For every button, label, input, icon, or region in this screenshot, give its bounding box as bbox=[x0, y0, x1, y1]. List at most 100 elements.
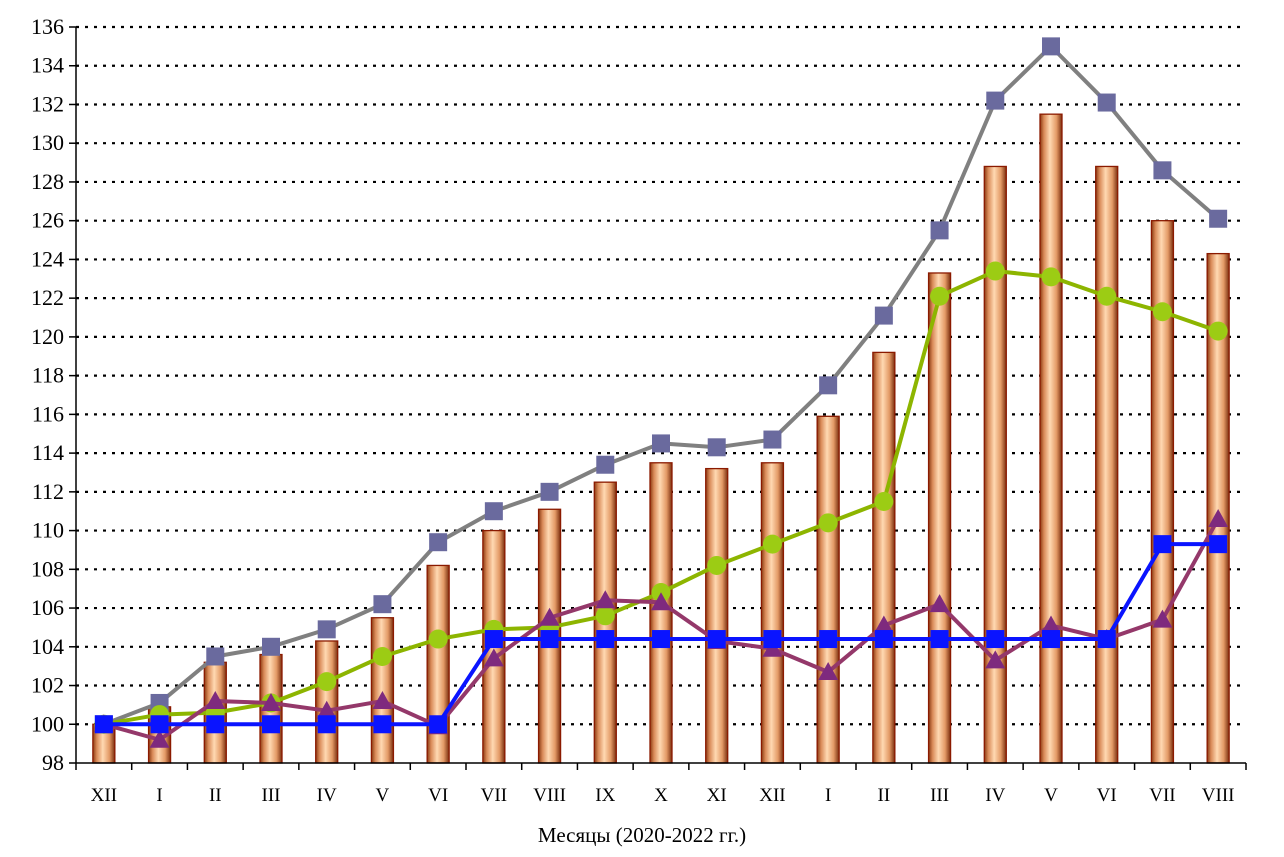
y-tick-label: 120 bbox=[31, 324, 64, 349]
x-tick-label: IV bbox=[985, 785, 1005, 806]
data-point bbox=[540, 482, 559, 501]
data-point bbox=[484, 630, 503, 649]
x-tick-label: XII bbox=[91, 785, 117, 806]
data-point bbox=[206, 647, 225, 666]
y-tick-label: 130 bbox=[31, 130, 64, 155]
data-point bbox=[262, 715, 280, 734]
data-point bbox=[930, 630, 949, 649]
y-tick-label: 136 bbox=[31, 14, 64, 39]
axes bbox=[69, 26, 1247, 770]
data-point bbox=[1097, 286, 1117, 306]
data-point bbox=[652, 630, 670, 649]
x-tick-label: III bbox=[930, 785, 949, 806]
x-tick-label: I bbox=[825, 785, 831, 806]
data-point bbox=[873, 615, 894, 634]
bar bbox=[1150, 220, 1175, 764]
x-tick-label: II bbox=[209, 785, 222, 806]
y-tick-label: 124 bbox=[31, 246, 64, 271]
data-point bbox=[1153, 535, 1172, 554]
data-point bbox=[540, 630, 559, 649]
data-point bbox=[652, 434, 670, 453]
bar bbox=[649, 462, 673, 764]
y-tick-label: 100 bbox=[31, 711, 64, 736]
x-tick-label: VIII bbox=[533, 785, 566, 806]
data-point bbox=[763, 630, 782, 649]
data-point bbox=[596, 455, 615, 474]
data-point bbox=[1042, 630, 1060, 649]
line-series bbox=[93, 37, 1229, 748]
y-tick-label: 110 bbox=[32, 518, 64, 543]
data-point bbox=[763, 430, 782, 449]
y-tick-label: 134 bbox=[31, 53, 64, 78]
data-point bbox=[372, 691, 393, 710]
x-tick-label: XII bbox=[759, 785, 785, 806]
bar bbox=[927, 272, 952, 764]
x-axis-title: Месяцы (2020-2022 гг.) bbox=[537, 823, 747, 847]
data-point bbox=[484, 502, 503, 521]
data-point bbox=[595, 590, 616, 609]
data-point bbox=[874, 630, 893, 649]
y-tick-label: 122 bbox=[31, 285, 64, 310]
data-point bbox=[539, 607, 560, 626]
data-point bbox=[1153, 161, 1172, 180]
y-tick-label: 112 bbox=[32, 479, 64, 504]
bar bbox=[760, 462, 785, 764]
data-point bbox=[1152, 609, 1173, 628]
x-tick-labels: XII I II III IV V VI VII VIII IX X XI XII I II III IV V VI… bbox=[91, 785, 1235, 806]
data-point bbox=[1209, 535, 1228, 554]
data-point bbox=[206, 715, 225, 734]
y-tick-label: 128 bbox=[31, 169, 64, 194]
data-point bbox=[205, 691, 226, 710]
x-tick-label: V bbox=[1044, 785, 1058, 806]
data-point bbox=[1041, 615, 1061, 634]
data-point bbox=[1209, 209, 1228, 228]
data-point bbox=[651, 592, 671, 611]
data-point bbox=[818, 513, 838, 533]
x-tick-label: IX bbox=[595, 785, 615, 806]
data-point bbox=[372, 646, 392, 666]
data-point bbox=[707, 630, 726, 649]
data-point bbox=[819, 630, 838, 649]
data-point bbox=[317, 715, 336, 734]
data-point bbox=[874, 306, 893, 325]
line-series-3 bbox=[94, 535, 1228, 734]
line-series-0 bbox=[94, 37, 1228, 734]
y-tick-label: 108 bbox=[31, 556, 64, 581]
data-point bbox=[428, 629, 448, 649]
data-point bbox=[316, 700, 337, 719]
bar bbox=[1095, 165, 1119, 764]
bar bbox=[816, 415, 840, 764]
data-point bbox=[429, 533, 448, 552]
y-tick-label: 114 bbox=[32, 440, 64, 465]
data-point bbox=[1097, 630, 1116, 649]
x-tick-label: I bbox=[156, 785, 162, 806]
data-point bbox=[261, 692, 281, 711]
data-point bbox=[930, 286, 950, 306]
y-tick-label: 104 bbox=[31, 634, 64, 659]
x-tick-label: X bbox=[654, 785, 668, 806]
x-tick-label: VI bbox=[428, 785, 448, 806]
bar bbox=[1039, 113, 1063, 764]
data-point bbox=[1097, 93, 1116, 112]
data-point bbox=[707, 555, 727, 575]
y-tick-label: 132 bbox=[31, 91, 64, 116]
data-point bbox=[150, 715, 169, 734]
y-tick-label: 116 bbox=[32, 401, 64, 426]
x-tick-label: XI bbox=[707, 785, 727, 806]
x-tick-label: VII bbox=[481, 785, 507, 806]
data-point bbox=[149, 729, 170, 748]
x-tick-label: II bbox=[878, 785, 891, 806]
data-point bbox=[596, 630, 615, 649]
data-point bbox=[930, 221, 949, 240]
data-point bbox=[94, 715, 113, 734]
y-tick-labels: 98 100 102 104 106 108 110 112 114 116 118 120 122 12… bbox=[31, 14, 64, 775]
data-point bbox=[707, 438, 726, 457]
data-point bbox=[986, 91, 1005, 110]
data-point bbox=[985, 650, 1006, 669]
y-tick-label: 98 bbox=[42, 750, 64, 775]
data-point bbox=[373, 715, 392, 734]
data-point bbox=[1208, 321, 1228, 341]
data-point bbox=[874, 492, 894, 512]
